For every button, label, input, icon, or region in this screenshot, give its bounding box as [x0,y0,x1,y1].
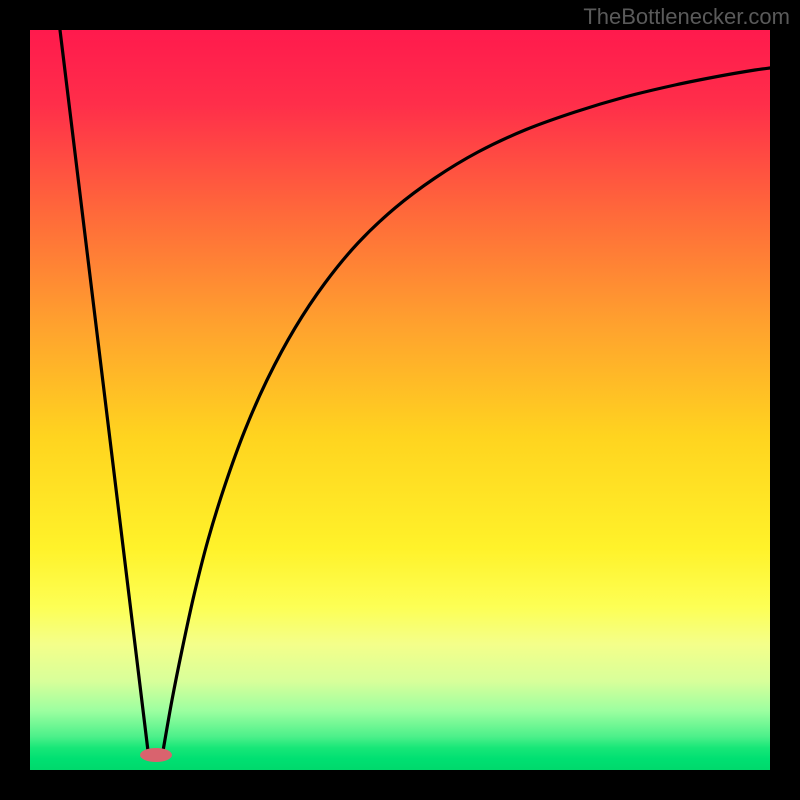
chart-container: TheBottlenecker.com [0,0,800,800]
bottleneck-chart [0,0,800,800]
gradient-background [30,30,770,770]
minimum-marker [140,748,172,762]
watermark-text: TheBottlenecker.com [583,4,790,30]
